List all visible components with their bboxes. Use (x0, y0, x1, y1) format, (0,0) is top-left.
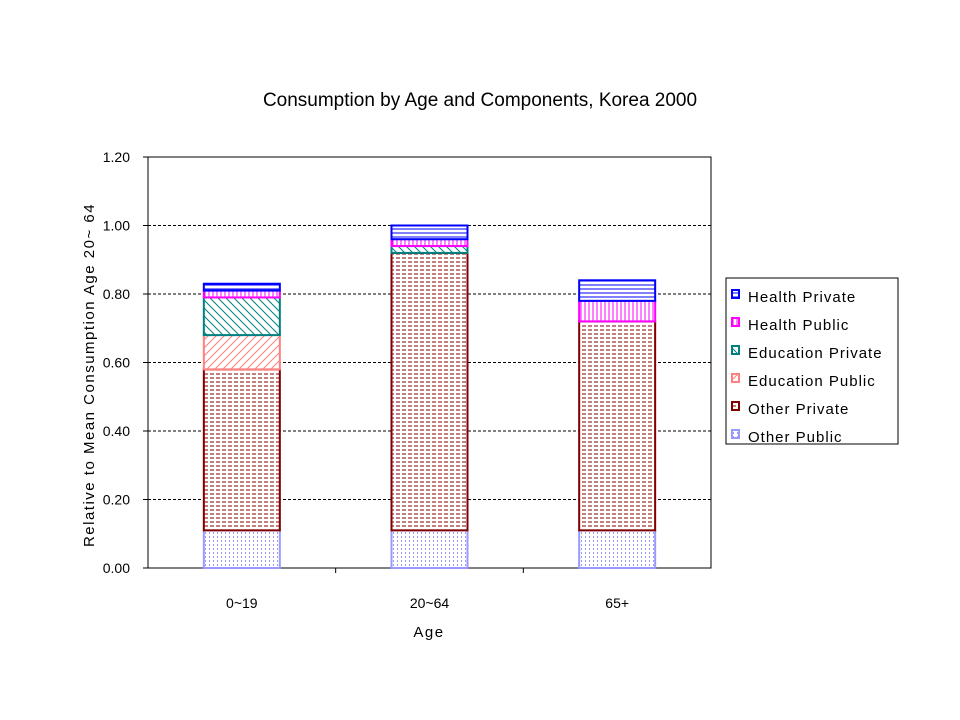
y-tick-label: 0.20 (103, 492, 130, 508)
bar-segment (390, 238, 469, 248)
x-axis-ticks: 0~19 20~64 65+ (226, 568, 629, 611)
legend-label: Education Public (748, 373, 876, 390)
bar-segment (202, 334, 281, 371)
x-axis-title: Age (413, 624, 444, 641)
bar-segment (202, 368, 281, 532)
legend-label: Education Private (748, 345, 883, 362)
legend: Health Private Health Public Education Pri… (725, 277, 899, 446)
bar-segment (578, 279, 657, 302)
y-tick-label: 0.00 (103, 560, 130, 576)
bar-segment (202, 296, 281, 337)
legend-label: Health Public (748, 317, 849, 334)
chart-title: Consumption by Age and Components, Korea… (262, 90, 698, 111)
legend-label: Health Private (748, 289, 856, 306)
bar-segment (202, 529, 281, 570)
bar-segment (578, 299, 657, 323)
bar-segment (578, 529, 657, 570)
y-tick-label: 0.80 (103, 286, 130, 302)
legend-swatch (731, 373, 740, 383)
legend-label: Other Private (748, 401, 849, 418)
bar-segment (390, 245, 469, 254)
bar-segment (578, 320, 657, 532)
legend-swatch (731, 345, 740, 355)
legend-swatch (731, 317, 740, 327)
legend-box (725, 277, 899, 445)
y-tick-label: 0.40 (103, 423, 130, 439)
legend-label: Other Public (748, 429, 843, 446)
bar-segment (390, 224, 469, 241)
bar-segment (202, 289, 281, 299)
y-axis-ticks: 0.00 0.20 0.40 0.60 0.80 1.00 1.20 (103, 149, 148, 576)
legend-swatch (731, 401, 740, 411)
y-tick-label: 1.00 (103, 218, 130, 234)
y-tick-label: 1.20 (103, 149, 130, 165)
bars (202, 224, 657, 570)
y-axis-title: Relative to Mean Consumption Age 20~ 64 (81, 203, 98, 547)
x-tick-label: 20~64 (410, 595, 450, 611)
x-tick-label: 0~19 (226, 595, 258, 611)
legend-swatch (731, 289, 740, 299)
y-tick-label: 0.60 (103, 355, 130, 371)
bar-segment (390, 251, 469, 532)
bar-segment (390, 529, 469, 570)
x-tick-label: 65+ (605, 595, 629, 611)
bar-segment (202, 282, 281, 292)
legend-swatch (731, 429, 740, 439)
